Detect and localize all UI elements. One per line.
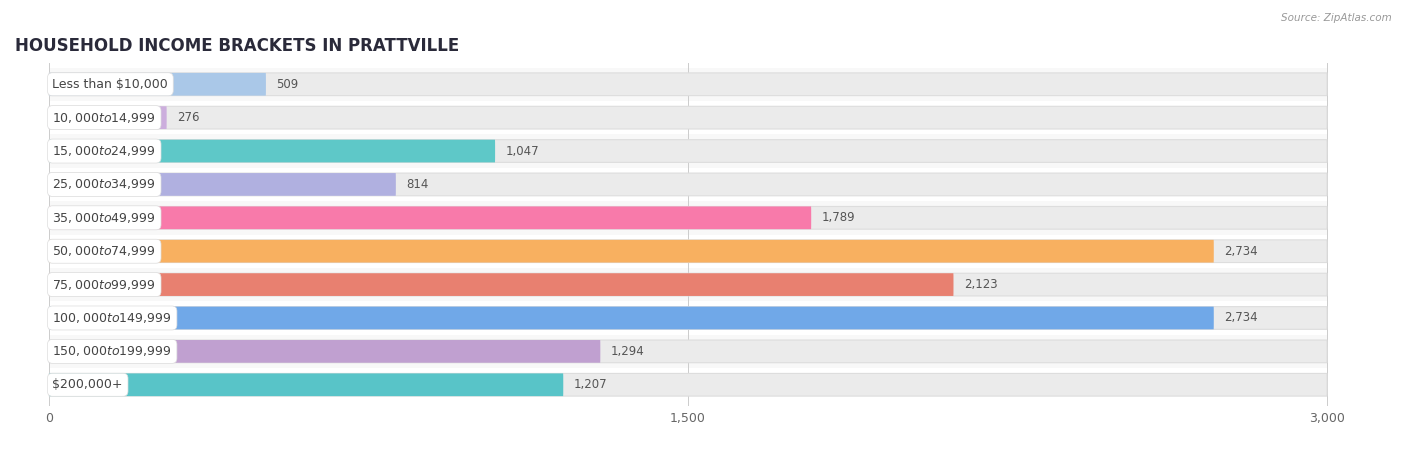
FancyBboxPatch shape (49, 307, 1213, 329)
FancyBboxPatch shape (49, 273, 953, 296)
Text: 509: 509 (277, 78, 299, 91)
FancyBboxPatch shape (49, 73, 1327, 96)
Text: 276: 276 (177, 111, 200, 124)
Text: 2,734: 2,734 (1225, 312, 1258, 325)
FancyBboxPatch shape (49, 201, 1327, 234)
FancyBboxPatch shape (49, 173, 1327, 196)
Text: Less than $10,000: Less than $10,000 (52, 78, 169, 91)
Text: HOUSEHOLD INCOME BRACKETS IN PRATTVILLE: HOUSEHOLD INCOME BRACKETS IN PRATTVILLE (15, 37, 460, 55)
Text: 1,047: 1,047 (506, 145, 540, 158)
FancyBboxPatch shape (49, 140, 495, 163)
FancyBboxPatch shape (49, 140, 1327, 163)
FancyBboxPatch shape (49, 173, 396, 196)
Text: $35,000 to $49,999: $35,000 to $49,999 (52, 211, 156, 225)
Text: Source: ZipAtlas.com: Source: ZipAtlas.com (1281, 13, 1392, 23)
FancyBboxPatch shape (49, 234, 1327, 268)
Text: 1,207: 1,207 (574, 378, 607, 391)
FancyBboxPatch shape (49, 207, 811, 229)
FancyBboxPatch shape (49, 335, 1327, 368)
Text: $75,000 to $99,999: $75,000 to $99,999 (52, 277, 156, 291)
FancyBboxPatch shape (49, 67, 1327, 101)
FancyBboxPatch shape (49, 168, 1327, 201)
Text: 2,123: 2,123 (965, 278, 998, 291)
FancyBboxPatch shape (49, 301, 1327, 335)
Text: $15,000 to $24,999: $15,000 to $24,999 (52, 144, 156, 158)
FancyBboxPatch shape (49, 240, 1327, 263)
FancyBboxPatch shape (49, 106, 167, 129)
FancyBboxPatch shape (49, 374, 564, 396)
Text: $200,000+: $200,000+ (52, 378, 122, 391)
FancyBboxPatch shape (49, 73, 266, 96)
FancyBboxPatch shape (49, 268, 1327, 301)
Text: 1,294: 1,294 (612, 345, 645, 358)
FancyBboxPatch shape (49, 134, 1327, 168)
FancyBboxPatch shape (49, 273, 1327, 296)
Text: $100,000 to $149,999: $100,000 to $149,999 (52, 311, 172, 325)
Text: 1,789: 1,789 (823, 211, 855, 224)
FancyBboxPatch shape (49, 340, 600, 363)
FancyBboxPatch shape (49, 240, 1213, 263)
FancyBboxPatch shape (49, 307, 1327, 329)
FancyBboxPatch shape (49, 374, 1327, 396)
Text: $10,000 to $14,999: $10,000 to $14,999 (52, 110, 156, 125)
Text: $50,000 to $74,999: $50,000 to $74,999 (52, 244, 156, 258)
FancyBboxPatch shape (49, 207, 1327, 229)
FancyBboxPatch shape (49, 368, 1327, 401)
FancyBboxPatch shape (49, 106, 1327, 129)
Text: 2,734: 2,734 (1225, 245, 1258, 258)
FancyBboxPatch shape (49, 101, 1327, 134)
FancyBboxPatch shape (49, 340, 1327, 363)
Text: $150,000 to $199,999: $150,000 to $199,999 (52, 344, 172, 358)
Text: $25,000 to $34,999: $25,000 to $34,999 (52, 177, 156, 191)
Text: 814: 814 (406, 178, 429, 191)
